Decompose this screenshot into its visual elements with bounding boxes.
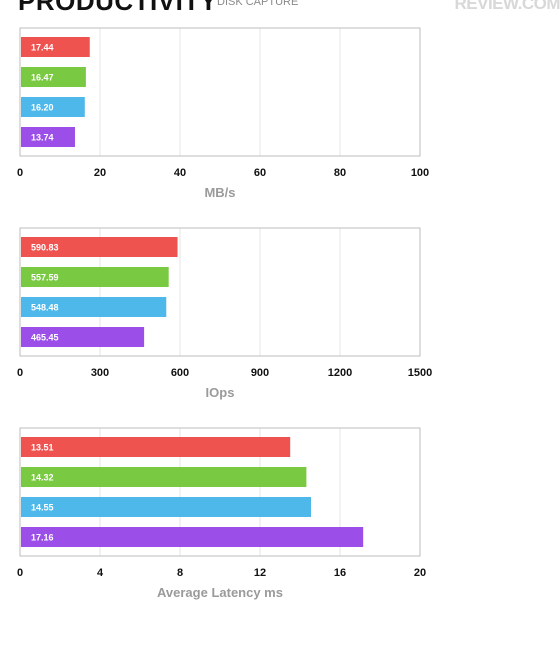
chart-3-bar-label: 14.55 xyxy=(31,503,54,513)
chart-2-tick-label: 0 xyxy=(17,367,23,379)
chart-2-bar xyxy=(21,267,169,287)
chart-1-bar xyxy=(21,37,90,57)
chart-2-bar-label: 557.59 xyxy=(31,273,59,283)
chart-2-bar xyxy=(21,237,178,257)
chart-1-bar-label: 17.44 xyxy=(31,43,54,53)
chart-1-bar-label: 13.74 xyxy=(31,133,54,143)
chart-1-tick-label: 20 xyxy=(94,167,106,179)
chart-3-axis-title: Average Latency ms xyxy=(157,585,283,600)
chart-1-axis-title: MB/s xyxy=(204,185,235,200)
chart-3-tick-label: 4 xyxy=(97,567,104,579)
chart-3-tick-label: 0 xyxy=(17,567,23,579)
site-logo: REVIEW.COM xyxy=(454,0,560,13)
chart-3-frame xyxy=(19,427,421,557)
chart-3-bar xyxy=(21,527,364,547)
chart-1-frame xyxy=(19,27,421,157)
chart-1-bar xyxy=(21,67,86,87)
page-subtitle: DISK CAPTURE xyxy=(217,0,299,8)
chart-1-tick-label: 60 xyxy=(254,167,266,179)
chart-1-bar xyxy=(21,97,85,117)
chart-2-bar-label: 590.83 xyxy=(31,243,59,253)
chart-3-tick-label: 16 xyxy=(334,567,346,579)
chart-1-bar-label: 16.47 xyxy=(31,73,54,83)
chart-1-tick-label: 40 xyxy=(174,167,186,179)
chart-2-axis-title: IOps xyxy=(206,385,235,400)
chart-1-tick-label: 0 xyxy=(17,167,23,179)
chart-2-bar xyxy=(21,327,145,347)
chart-2-tick-label: 1200 xyxy=(328,367,352,379)
chart-3-bar xyxy=(21,497,311,517)
chart-1-bar xyxy=(21,127,75,147)
chart-3-tick-label: 12 xyxy=(254,567,266,579)
chart-2-tick-label: 1500 xyxy=(408,367,432,379)
chart-1-tick-label: 80 xyxy=(334,167,346,179)
chart-1-bar-label: 16.20 xyxy=(31,103,54,113)
chart-3-bar-label: 17.16 xyxy=(31,533,54,543)
page-title: PRODUCTIVITY xyxy=(18,0,218,16)
chart-3-bar xyxy=(21,437,291,457)
chart-2-tick-label: 900 xyxy=(251,367,269,379)
chart-3-tick-label: 20 xyxy=(414,567,426,579)
chart-3-bar xyxy=(21,467,307,487)
chart-3-bar-label: 14.32 xyxy=(31,473,54,483)
chart-2-bar-label: 465.45 xyxy=(31,333,59,343)
chart-2-tick-label: 600 xyxy=(171,367,189,379)
chart-2-bar xyxy=(21,297,167,317)
chart-1-tick-label: 100 xyxy=(411,167,429,179)
chart-3-tick-label: 8 xyxy=(177,567,183,579)
chart-2-bar-label: 548.48 xyxy=(31,303,59,313)
chart-3-bar-label: 13.51 xyxy=(31,443,54,453)
chart-2-frame xyxy=(19,227,421,357)
chart-2-tick-label: 300 xyxy=(91,367,109,379)
